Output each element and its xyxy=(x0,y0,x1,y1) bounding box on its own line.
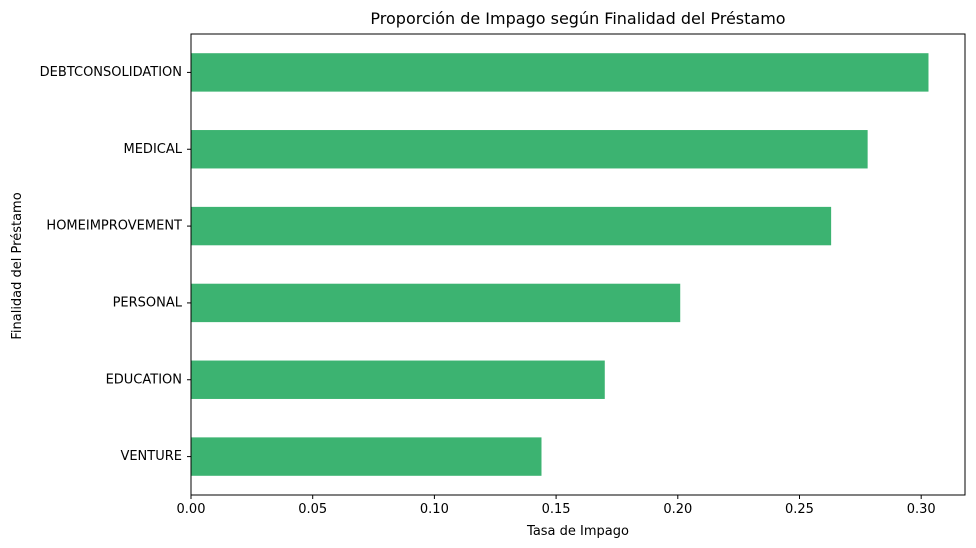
bar-debtconsolidation xyxy=(191,53,929,92)
x-tick-label: 0.10 xyxy=(420,502,449,517)
x-tick-label: 0.15 xyxy=(542,502,571,517)
bar-education xyxy=(191,360,605,399)
x-tick-label: 0.20 xyxy=(663,502,692,517)
y-tick-label: EDUCATION xyxy=(106,372,182,387)
x-axis-label: Tasa de Impago xyxy=(526,524,629,539)
bar-homeimprovement xyxy=(191,206,832,246)
y-tick-labels: DEBTCONSOLIDATION MEDICAL HOMEIMPROVEMENT P… xyxy=(40,65,191,464)
bars-group xyxy=(191,53,929,476)
plot-frame xyxy=(190,33,966,496)
x-tick-label: 0.25 xyxy=(785,502,814,517)
bar-medical xyxy=(191,130,868,169)
chart-title: Proporción de Impago según Finalidad del… xyxy=(370,9,785,28)
x-ticks: 0.00 0.05 0.10 0.15 0.20 0.25 0.30 xyxy=(177,495,936,517)
y-axis-label: Finalidad del Préstamo xyxy=(10,192,25,339)
y-tick-label: DEBTCONSOLIDATION xyxy=(40,65,182,80)
y-tick-label: VENTURE xyxy=(120,449,182,464)
x-tick-label: 0.30 xyxy=(907,502,936,517)
bar-personal xyxy=(191,283,681,323)
x-tick-label: 0.00 xyxy=(177,502,206,517)
y-tick-label: PERSONAL xyxy=(113,295,183,310)
y-tick-label: HOMEIMPROVEMENT xyxy=(46,219,182,234)
bar-venture xyxy=(191,437,542,476)
y-tick-label: MEDICAL xyxy=(124,142,183,157)
x-tick-label: 0.05 xyxy=(298,502,327,517)
